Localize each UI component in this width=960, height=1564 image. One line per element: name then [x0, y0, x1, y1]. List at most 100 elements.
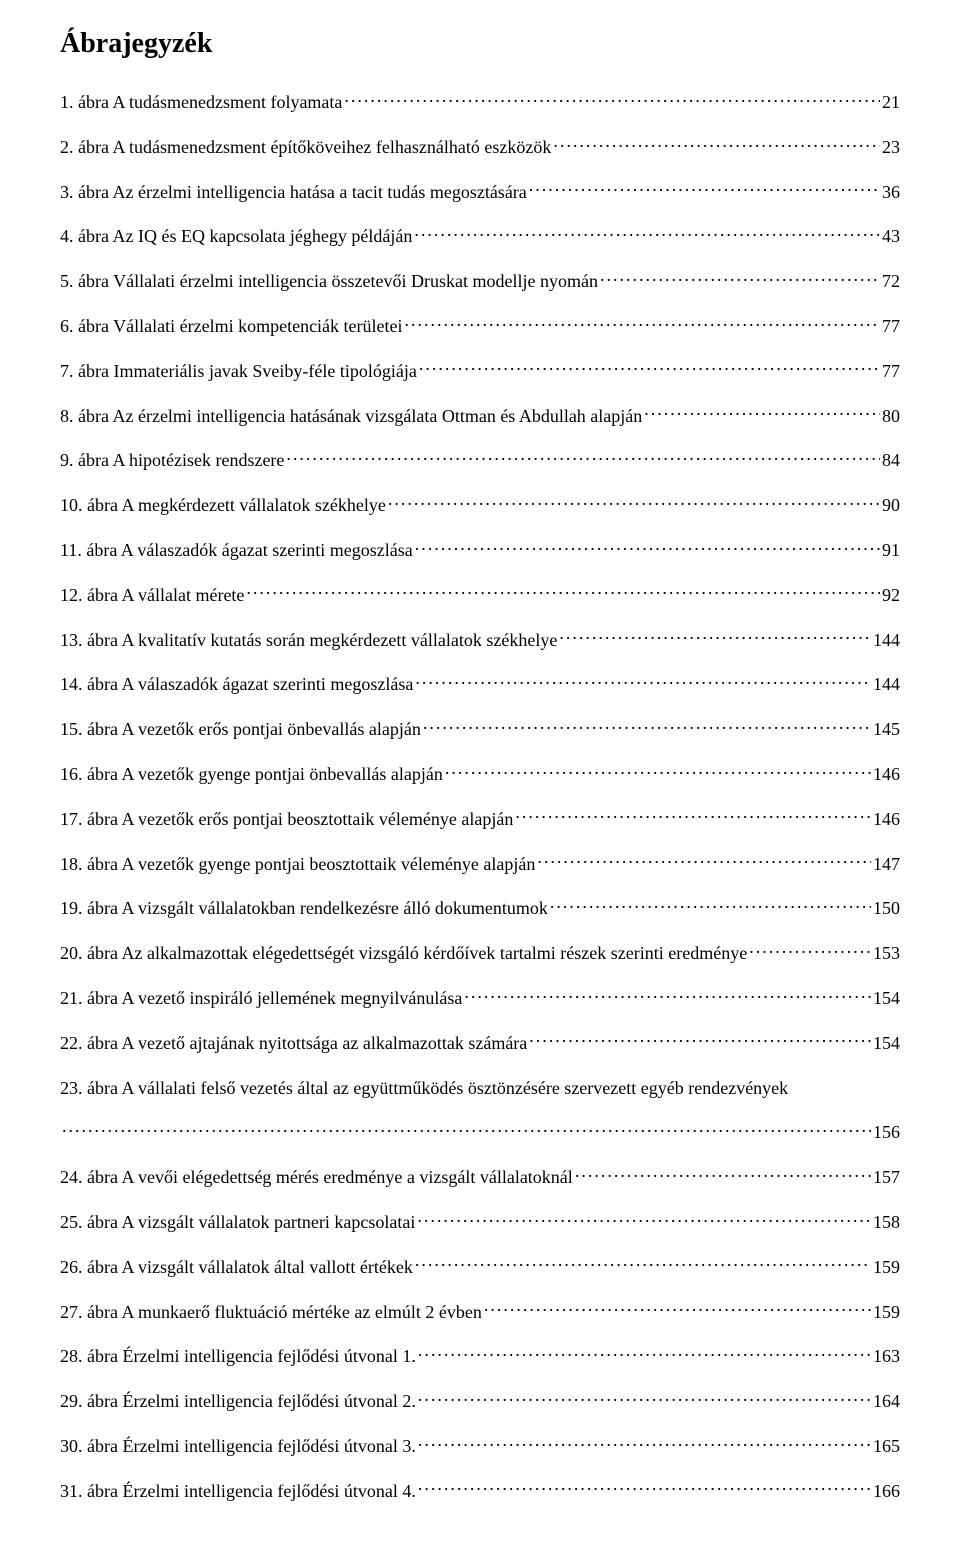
toc-entry: 20. ábra Az alkalmazottak elégedettségét… [60, 941, 900, 965]
toc-leader [344, 90, 880, 108]
toc-entry-page: 154 [873, 1031, 900, 1055]
toc-entry-page: 80 [882, 404, 900, 428]
toc-entry: 14. ábra A válaszadók ágazat szerinti me… [60, 672, 900, 696]
toc-leader [464, 986, 871, 1004]
toc-leader [415, 538, 880, 556]
toc-entry-page: 150 [873, 896, 900, 920]
toc-leader [559, 628, 871, 646]
toc-entry-text: 26. ábra A vizsgált vállalatok által val… [60, 1255, 413, 1279]
toc-entry: 27. ábra A munkaerő fluktuáció mértéke a… [60, 1300, 900, 1324]
toc-entry-page: 163 [873, 1344, 900, 1368]
toc-leader [286, 448, 880, 466]
toc-leader [644, 404, 880, 422]
toc-entry: 21. ábra A vezető inspiráló jellemének m… [60, 986, 900, 1010]
toc-leader [405, 314, 880, 332]
toc-entry: 15. ábra A vezetők erős pontjai önbevall… [60, 717, 900, 741]
toc-entry: 22. ábra A vezető ajtajának nyitottsága … [60, 1031, 900, 1055]
toc-entry-text: 4. ábra Az IQ és EQ kapcsolata jéghegy p… [60, 224, 412, 248]
toc-entry-text: 5. ábra Vállalati érzelmi intelligencia … [60, 269, 598, 293]
toc-entry-text: 24. ábra A vevői elégedettség mérés ered… [60, 1165, 573, 1189]
toc-entry: 31. ábra Érzelmi intelligencia fejlődési… [60, 1479, 900, 1503]
toc-entry-text: 13. ábra A kvalitatív kutatás során megk… [60, 628, 557, 652]
toc-entry-text: 12. ábra A vállalat mérete [60, 583, 244, 607]
toc-entry-page: 77 [882, 359, 900, 383]
toc-entry-text: 9. ábra A hipotézisek rendszere [60, 448, 284, 472]
toc-leader [445, 762, 871, 780]
toc-entry: 25. ábra A vizsgált vállalatok partneri … [60, 1210, 900, 1234]
toc-entry-text: 19. ábra A vizsgált vállalatokban rendel… [60, 896, 548, 920]
toc-entry-text: 3. ábra Az érzelmi intelligencia hatása … [60, 180, 527, 204]
toc-leader [419, 359, 880, 377]
toc-entry-page: 144 [873, 672, 900, 696]
toc-entry: 29. ábra Érzelmi intelligencia fejlődési… [60, 1389, 900, 1413]
toc-entry-page: 23 [882, 135, 900, 159]
toc-entry-text: 1. ábra A tudásmenedzsment folyamata [60, 90, 342, 114]
toc-entry-page: 144 [873, 628, 900, 652]
toc-entry-text: 8. ábra Az érzelmi intelligencia hatásán… [60, 404, 642, 428]
toc-entry-text: 11. ábra A válaszadók ágazat szerinti me… [60, 538, 413, 562]
toc-entry-page: 147 [873, 852, 900, 876]
toc-entry: 18. ábra A vezetők gyenge pontjai beoszt… [60, 852, 900, 876]
toc-entry-page: 36 [882, 180, 900, 204]
toc-entry-text: 27. ábra A munkaerő fluktuáció mértéke a… [60, 1300, 482, 1324]
toc-leader [550, 896, 871, 914]
toc-leader [417, 1210, 871, 1228]
toc-leader [415, 1255, 871, 1273]
toc-entry-page: 159 [873, 1255, 900, 1279]
toc-entry-page: 153 [873, 941, 900, 965]
toc-list: 1. ábra A tudásmenedzsment folyamata 21 2.… [60, 90, 900, 1503]
toc-entry-text: 31. ábra Érzelmi intelligencia fejlődési… [60, 1479, 416, 1503]
toc-entry: 7. ábra Immateriális javak Sveiby-féle t… [60, 359, 900, 383]
toc-entry: 30. ábra Érzelmi intelligencia fejlődési… [60, 1434, 900, 1458]
toc-leader [418, 1434, 871, 1452]
toc-entry-page: 166 [873, 1479, 900, 1503]
toc-entry-text: 28. ábra Érzelmi intelligencia fejlődési… [60, 1344, 416, 1368]
toc-entry-text: 21. ábra A vezető inspiráló jellemének m… [60, 986, 462, 1010]
toc-entry-text: 16. ábra A vezetők gyenge pontjai önbeva… [60, 762, 443, 786]
toc-leader [388, 493, 880, 511]
toc-entry-page: 145 [873, 717, 900, 741]
toc-entry: 3. ábra Az érzelmi intelligencia hatása … [60, 180, 900, 204]
toc-entry-page: 43 [882, 224, 900, 248]
toc-entry: 23. ábra A vállalati felső vezetés által… [60, 1076, 900, 1145]
toc-entry-page: 92 [882, 583, 900, 607]
toc-entry: 28. ábra Érzelmi intelligencia fejlődési… [60, 1344, 900, 1368]
toc-entry: 13. ábra A kvalitatív kutatás során megk… [60, 628, 900, 652]
toc-entry-page: 164 [873, 1389, 900, 1413]
toc-entry-text: 23. ábra A vállalati felső vezetés által… [60, 1076, 900, 1100]
toc-entry-page: 90 [882, 493, 900, 517]
toc-entry-page: 154 [873, 986, 900, 1010]
toc-entry-text: 25. ábra A vizsgált vállalatok partneri … [60, 1210, 415, 1234]
toc-entry-page: 157 [873, 1165, 900, 1189]
toc-entry-text: 22. ábra A vezető ajtajának nyitottsága … [60, 1031, 527, 1055]
toc-entry-text: 17. ábra A vezetők erős pontjai beosztot… [60, 807, 513, 831]
toc-leader [575, 1165, 871, 1183]
toc-leader [529, 180, 880, 198]
toc-leader [246, 583, 880, 601]
toc-entry: 2. ábra A tudásmenedzsment építőköveihez… [60, 135, 900, 159]
toc-entry: 17. ábra A vezetők erős pontjai beosztot… [60, 807, 900, 831]
toc-leader [418, 1344, 871, 1362]
toc-entry-page: 77 [882, 314, 900, 338]
toc-leader [415, 672, 871, 690]
toc-entry-page: 72 [882, 269, 900, 293]
toc-entry-text: 6. ábra Vállalati érzelmi kompetenciák t… [60, 314, 403, 338]
toc-entry: 12. ábra A vállalat mérete 92 [60, 583, 900, 607]
toc-entry-page: 91 [882, 538, 900, 562]
toc-leader [537, 852, 871, 870]
toc-entry-page: 21 [882, 90, 900, 114]
toc-entry: 26. ábra A vizsgált vállalatok által val… [60, 1255, 900, 1279]
toc-leader [414, 224, 880, 242]
toc-entry: 6. ábra Vállalati érzelmi kompetenciák t… [60, 314, 900, 338]
toc-leader [529, 1031, 871, 1049]
toc-leader [418, 1479, 871, 1497]
toc-entry: 24. ábra A vevői elégedettség mérés ered… [60, 1165, 900, 1189]
page-title: Ábrajegyzék [60, 28, 900, 60]
toc-entry-page: 156 [873, 1120, 900, 1144]
toc-leader [418, 1389, 871, 1407]
toc-entry-page: 165 [873, 1434, 900, 1458]
toc-entry-page: 159 [873, 1300, 900, 1324]
toc-entry-text: 14. ábra A válaszadók ágazat szerinti me… [60, 672, 413, 696]
toc-entry-page: 84 [882, 448, 900, 472]
toc-entry-text: 30. ábra Érzelmi intelligencia fejlődési… [60, 1434, 416, 1458]
